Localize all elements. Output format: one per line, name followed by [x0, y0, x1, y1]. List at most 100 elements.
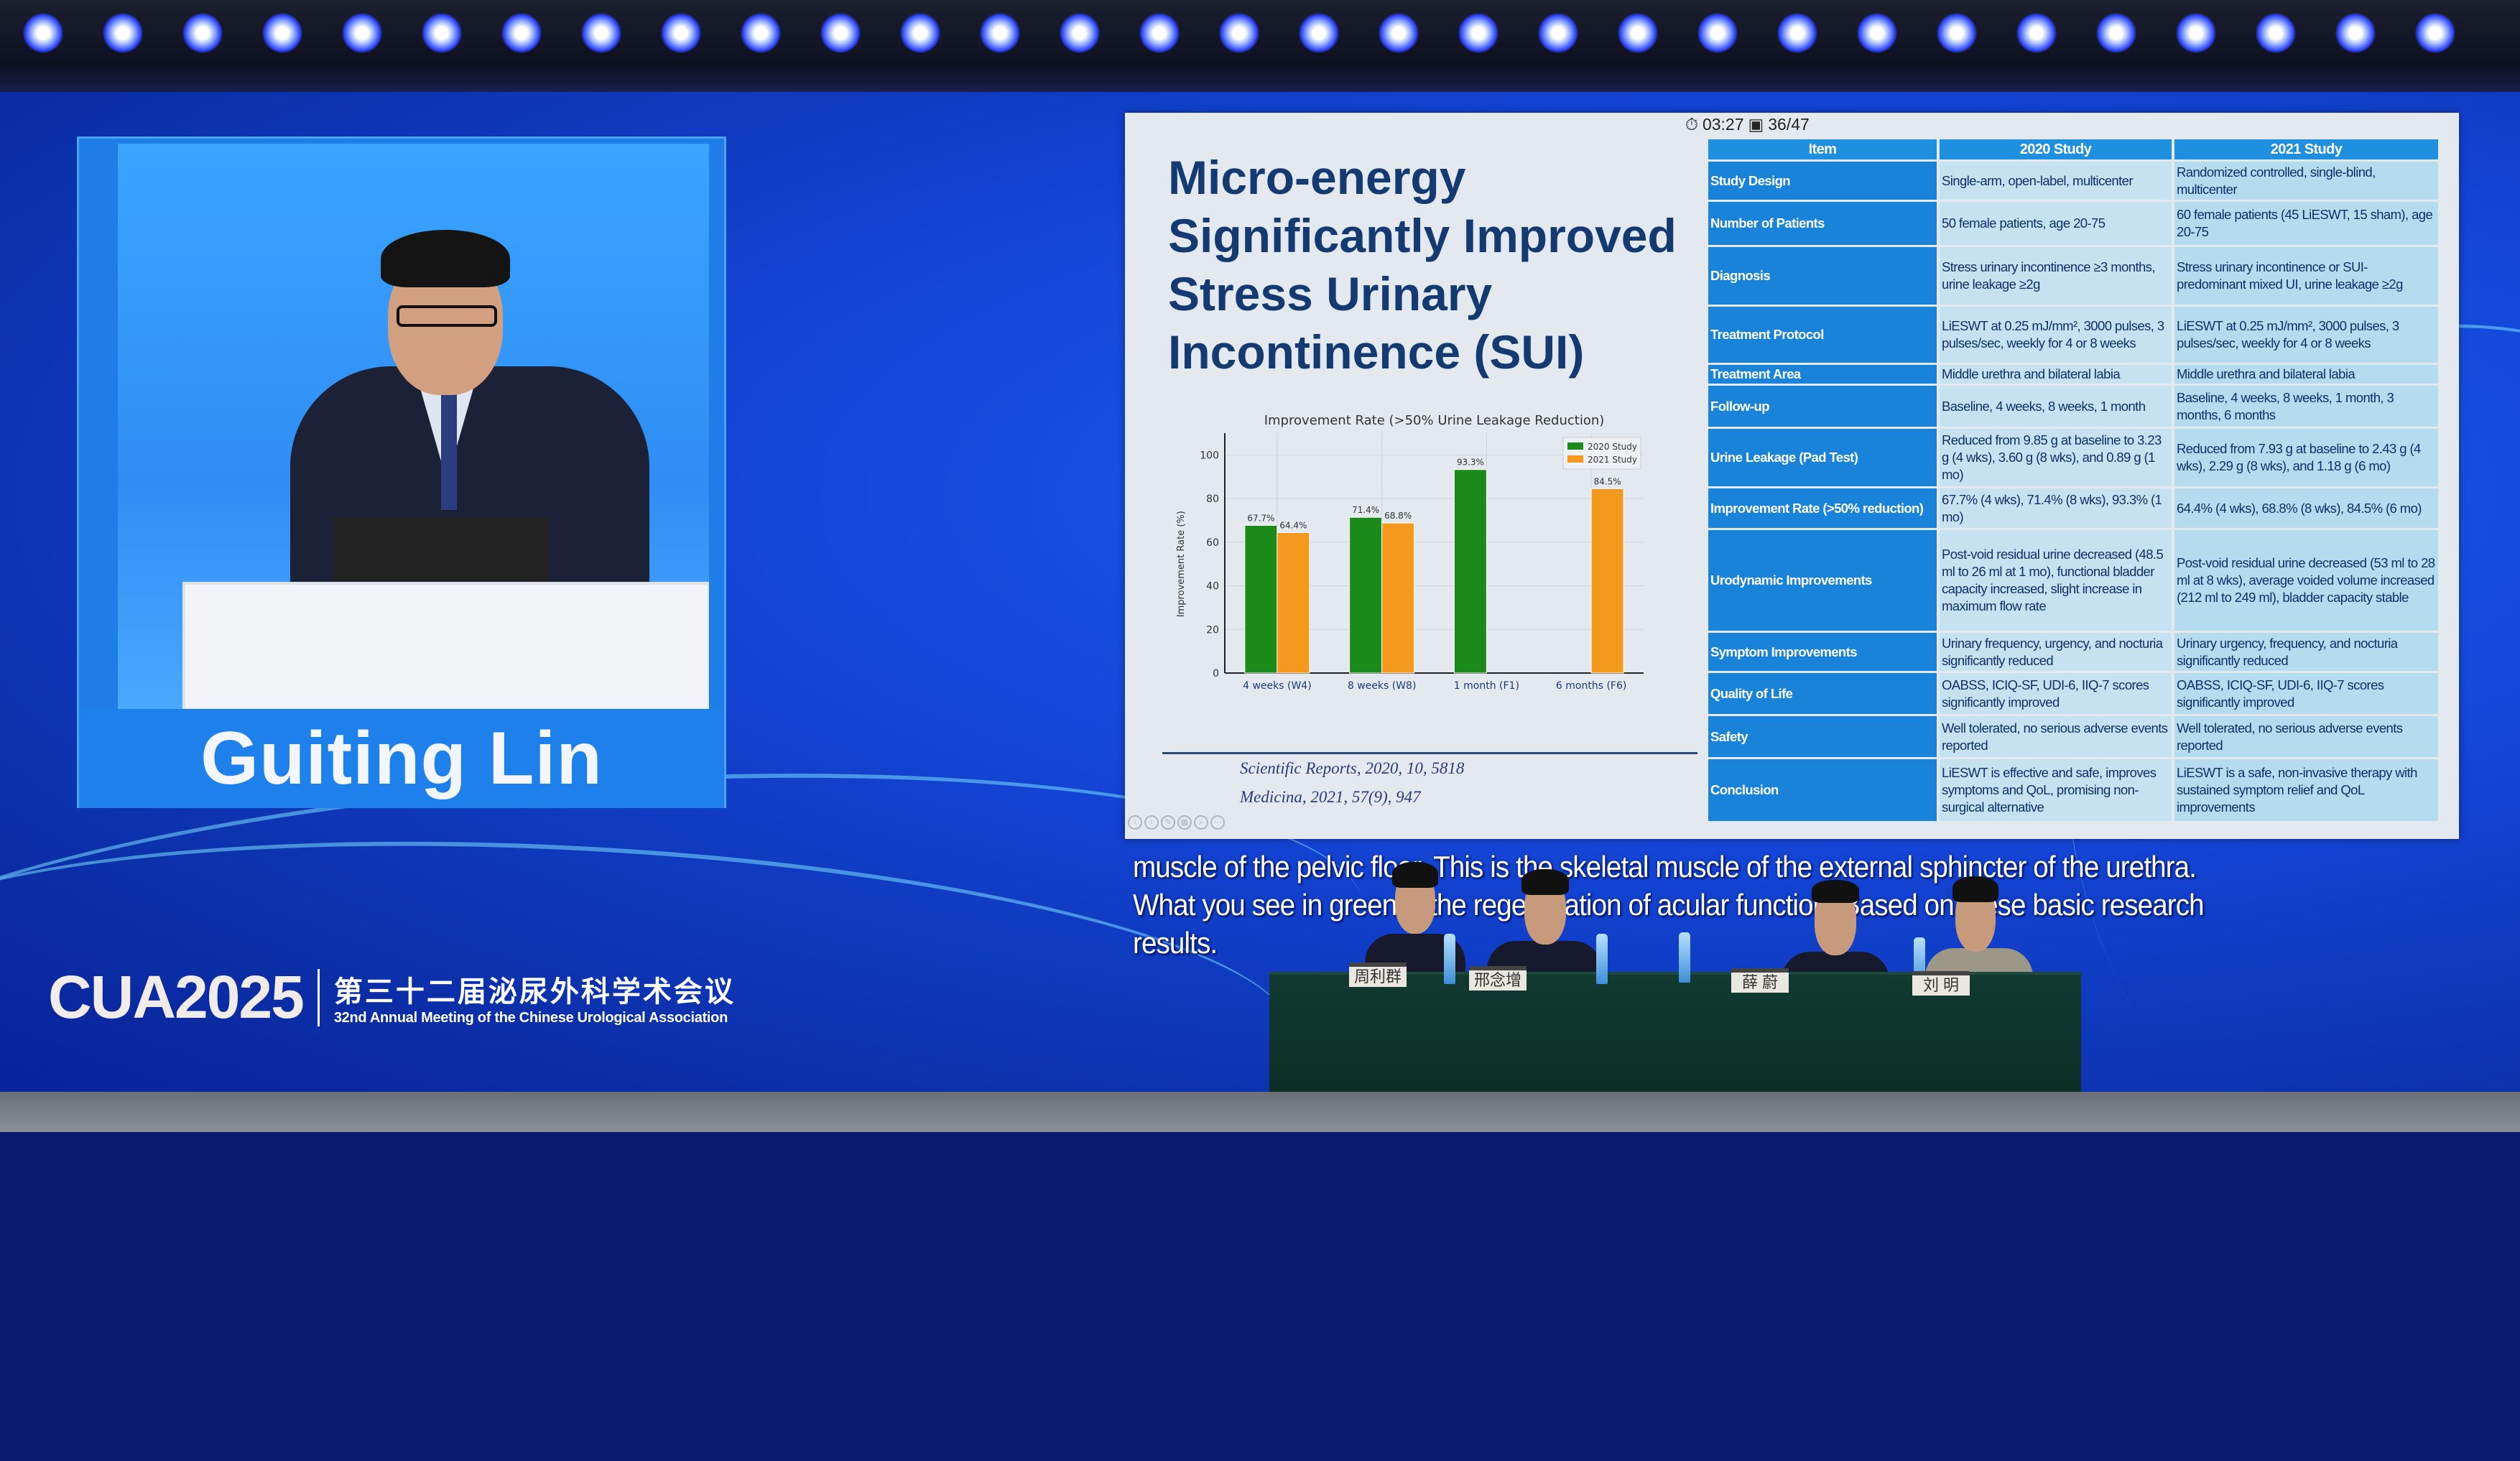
table-row: Quality of Life OABSS, ICIQ-SF, UDI-6, II…	[1708, 673, 2441, 714]
y-tick-label: 20	[1206, 624, 1219, 636]
stage-light	[2256, 13, 2296, 53]
chart-title: Improvement Rate (>50% Urine Leakage Red…	[1264, 413, 1605, 428]
water-bottle	[1596, 934, 1608, 984]
table-row: Conclusion LiESWT is effective and safe, …	[1708, 759, 2441, 821]
cell-2020-study: Urinary frequency, urgency, and nocturia…	[1940, 633, 2174, 671]
more-options-icon[interactable]: ⋯	[1210, 815, 1225, 830]
row-item: Improvement Rate (>50% reduction)	[1708, 488, 1940, 528]
row-item: Treatment Area	[1708, 365, 1940, 384]
citation-2020: Scientific Reports, 2020, 10, 5818	[1240, 759, 1465, 777]
row-item: Urine Leakage (Pad Test)	[1708, 429, 1940, 486]
cell-2020-study: Single-arm, open-label, multicenter	[1940, 162, 2174, 200]
pen-icon[interactable]: ✎	[1161, 815, 1175, 830]
cell-2021-study: Post-void residual urine decreased (53 m…	[2174, 530, 2441, 631]
row-item: Conclusion	[1708, 759, 1940, 821]
stage-light	[581, 13, 621, 53]
cell-2021-study: Middle urethra and bilateral labia	[2174, 365, 2441, 384]
cell-2021-study: LiESWT at 0.25 mJ/mm², 3000 pulses, 3 pu…	[2174, 307, 2441, 363]
name-card: 刘 明	[1912, 971, 1970, 996]
cell-2021-study: Baseline, 4 weeks, 8 weeks, 1 month, 3 m…	[2174, 386, 2441, 427]
table-row: Treatment Protocol LiESWT at 0.25 mJ/mm²,…	[1708, 307, 2441, 363]
presentation-slide: Micro-energy Significantly Improved Stre…	[1125, 113, 2459, 839]
stage-light	[2096, 13, 2136, 53]
cell-2020-study: 67.7% (4 wks), 71.4% (8 wks), 93.3% (1 m…	[1940, 488, 2174, 528]
stage-light	[1458, 13, 1498, 53]
table-row: Study Design Single-arm, open-label, mult…	[1708, 162, 2441, 200]
clock-icon: ⏱	[1685, 115, 1698, 134]
bar-2021-study	[1381, 522, 1415, 674]
cell-2020-study: Middle urethra and bilateral labia	[1940, 365, 2174, 384]
table-row: Treatment Area Middle urethra and bilater…	[1708, 365, 2441, 384]
slide-controls: ‹ › ✎ ▦ ⌕ ⋯	[1128, 815, 1225, 830]
stage-light	[2016, 13, 2057, 53]
stage-light	[661, 13, 701, 53]
data-label: 84.5%	[1594, 476, 1621, 486]
stage-light	[1139, 13, 1180, 53]
previous-slide-icon[interactable]: ‹	[1128, 815, 1142, 830]
stage-light	[1697, 13, 1738, 53]
name-card: 邢念增	[1469, 966, 1527, 991]
header-item: Item	[1708, 139, 1940, 159]
slide-icon: ▣	[1748, 115, 1764, 134]
speaker-tie	[441, 388, 457, 510]
timer-value: 03:27	[1702, 115, 1744, 134]
y-tick-label: 0	[1213, 668, 1219, 680]
stage-light	[1379, 13, 1419, 53]
bar-2020-study	[1349, 516, 1383, 674]
table-row: Urine Leakage (Pad Test) Reduced from 9.8…	[1708, 429, 2441, 486]
table-header-row: Item 2020 Study 2021 Study	[1708, 139, 2441, 159]
data-label: 93.3%	[1457, 458, 1484, 468]
cell-2021-study: 64.4% (4 wks), 68.8% (8 wks), 84.5% (6 m…	[2174, 488, 2441, 528]
speaker-video	[118, 144, 709, 709]
next-slide-icon[interactable]: ›	[1144, 815, 1159, 830]
row-item: Diagnosis	[1708, 247, 1940, 305]
zoom-icon[interactable]: ⌕	[1194, 815, 1208, 830]
stage-light	[1857, 13, 1897, 53]
stage-light	[741, 13, 781, 53]
water-bottle	[1444, 934, 1455, 984]
stage-light	[2415, 13, 2455, 53]
logo-divider	[317, 968, 320, 1026]
stage-light	[1299, 13, 1339, 53]
slide-counter: 36/47	[1768, 115, 1810, 134]
water-bottle	[1679, 932, 1690, 983]
cell-2021-study: LiESWT is a safe, non-invasive therapy w…	[2174, 759, 2441, 821]
name-card: 薛 蔚	[1731, 968, 1789, 993]
speaker-name: Guiting Lin	[200, 716, 603, 800]
logo-brand: CUA2025	[48, 963, 305, 1031]
presenter-timer: ⏱ 03:27 ▣ 36/47	[1685, 115, 1810, 134]
table-row: Number of Patients 50 female patients, ag…	[1708, 202, 2441, 245]
x-tick-label: 6 months (F6)	[1556, 680, 1626, 692]
header-2020-study: 2020 Study	[1940, 139, 2174, 159]
stage-light	[501, 13, 542, 53]
stage-lighting-rig	[0, 0, 2520, 93]
row-item: Follow-up	[1708, 386, 1940, 427]
stage-light	[23, 13, 63, 53]
logo-english-title: 32nd Annual Meeting of the Chinese Urolo…	[333, 1010, 728, 1026]
slides-grid-icon[interactable]: ▦	[1177, 815, 1192, 830]
cell-2020-study: Post-void residual urine decreased (48.5…	[1940, 530, 2174, 631]
stage-light	[182, 13, 223, 53]
bar-2020-study	[1244, 524, 1278, 674]
stage-light	[342, 13, 382, 53]
improvement-rate-chart: Improvement Rate (>50% Urine Leakage Red…	[1176, 413, 1644, 692]
row-item: Safety	[1708, 716, 1940, 757]
live-subtitles: muscle of the pelvic floor. This is the …	[1133, 848, 2498, 962]
subtitle-line: results.	[1133, 926, 1218, 960]
y-tick-label: 100	[1200, 450, 1219, 461]
header-2021-study: 2021 Study	[2174, 139, 2441, 159]
row-item: Treatment Protocol	[1708, 307, 1940, 363]
row-item: Urodynamic Improvements	[1708, 530, 1940, 631]
stage-light	[1777, 13, 1817, 53]
row-item: Symptom Improvements	[1708, 633, 1940, 671]
stage-light	[1538, 13, 1578, 53]
table-row: Improvement Rate (>50% reduction) 67.7% (…	[1708, 488, 2441, 528]
y-tick-label: 40	[1206, 581, 1219, 593]
cell-2020-study: Stress urinary incontinence ≥3 months, u…	[1940, 247, 2174, 305]
cell-2020-study: OABSS, ICIQ-SF, UDI-6, IIQ-7 scores sign…	[1940, 673, 2174, 714]
stage-light	[1060, 13, 1100, 53]
logo-chinese-title: 第三十二届泌尿外科学术会议	[333, 976, 736, 1008]
study-comparison-table: Item 2020 Study 2021 Study Study Design S…	[1708, 137, 2441, 823]
row-item: Study Design	[1708, 162, 1940, 200]
data-label: 67.7%	[1247, 513, 1274, 523]
